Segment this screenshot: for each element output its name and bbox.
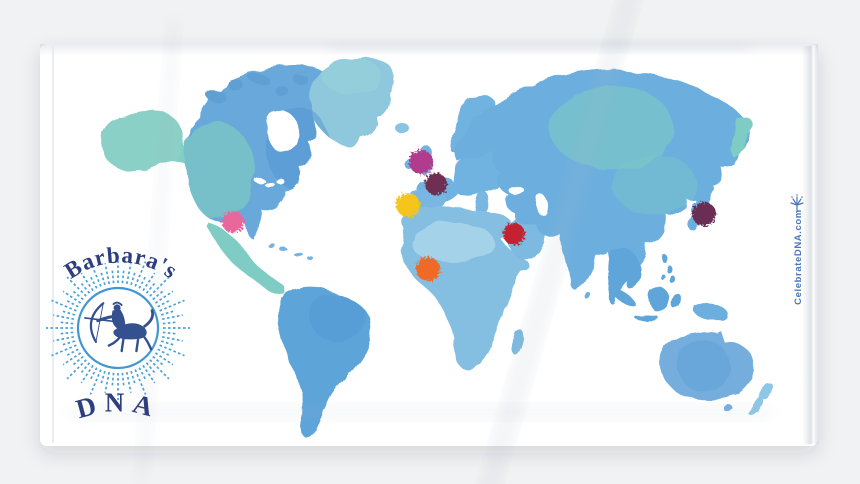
sunburst-ray xyxy=(99,370,106,386)
sunburst-rays xyxy=(46,256,190,400)
bow xyxy=(89,302,105,343)
sunburst-ray xyxy=(111,268,115,284)
sunburst-ray xyxy=(130,270,137,286)
sunburst-ray xyxy=(51,299,77,312)
sunburst-ray xyxy=(111,372,115,388)
sunburst-ray xyxy=(71,355,84,367)
map-inland-water xyxy=(256,110,546,214)
marker-arabia xyxy=(503,223,525,245)
sunburst-ray xyxy=(134,261,147,287)
sunburst-ray xyxy=(134,369,147,395)
sunburst-ray xyxy=(53,335,75,342)
sunburst-ray xyxy=(125,371,132,393)
sunburst-ray xyxy=(64,298,79,308)
sunburst-ray xyxy=(160,340,176,347)
sunburst-ray xyxy=(149,276,170,297)
sunburst-ray xyxy=(130,370,137,386)
sunburst-ray xyxy=(121,268,125,284)
sunburst-ray xyxy=(145,281,157,294)
front-leg-raised xyxy=(107,336,122,347)
rear-leg xyxy=(135,337,140,353)
sunburst-ray xyxy=(142,364,156,384)
sunburst-ray xyxy=(159,344,185,357)
map-arctic-islands xyxy=(207,74,328,102)
torso xyxy=(111,308,126,329)
sunburst-ray xyxy=(62,290,82,304)
map-caribbean xyxy=(268,244,313,260)
watermark: CelebrateDNA.com xyxy=(790,194,804,305)
sunburst-ray xyxy=(58,321,74,325)
sunburst-ray xyxy=(145,362,157,375)
sunburst-ray xyxy=(99,270,106,286)
sunburst-ray xyxy=(60,340,76,347)
sunburst-ray xyxy=(162,321,178,325)
map-indonesia xyxy=(612,287,728,321)
sunburst-ray xyxy=(162,331,178,335)
sunburst-ray xyxy=(80,272,94,292)
sunburst-ray xyxy=(157,298,172,308)
fabric-folds xyxy=(70,0,770,484)
horse-body xyxy=(113,323,147,340)
sunburst-ray xyxy=(138,274,148,289)
sunburst-ray xyxy=(89,369,102,395)
sunburst-ray xyxy=(62,352,82,366)
map-markers xyxy=(222,150,716,281)
sunburst-ray xyxy=(154,290,174,304)
sunburst-ray xyxy=(159,299,185,312)
sunburst-ray xyxy=(152,355,165,367)
map-sri-lanka xyxy=(585,292,591,300)
sunburst-ray xyxy=(89,261,102,287)
sunburst-ray xyxy=(53,314,75,321)
sunburst-ray xyxy=(104,263,111,285)
sunburst-ray xyxy=(51,344,77,357)
sunburst-ray xyxy=(125,263,132,285)
towel-right-hem xyxy=(802,46,818,444)
sunburst-ray xyxy=(80,364,94,384)
sunburst-ray xyxy=(161,335,183,342)
sunburst-ray xyxy=(152,289,165,301)
sunburst-ray xyxy=(79,281,91,294)
map-philippines xyxy=(659,254,676,284)
sunburst-ray xyxy=(121,372,125,388)
tail xyxy=(143,309,154,328)
marker-britain xyxy=(409,150,433,174)
sunburst-ray xyxy=(142,272,156,292)
map-iceland xyxy=(395,123,409,133)
sunburst-ray xyxy=(79,362,91,375)
centaur-archer-icon xyxy=(84,301,154,353)
sunburst-ray xyxy=(161,314,183,321)
sunburst-ray xyxy=(66,276,87,297)
marker-france xyxy=(425,173,447,195)
brand-logo xyxy=(46,256,190,400)
marker-north-america xyxy=(222,211,244,233)
sunburst-ray xyxy=(138,367,148,382)
sunburst-ray xyxy=(157,348,172,358)
sunburst-ray xyxy=(154,352,174,366)
watermark-text: CelebrateDNA.com xyxy=(793,209,804,305)
sunburst-ray xyxy=(104,371,111,393)
sunburst-ray xyxy=(60,309,76,316)
marker-west-africa xyxy=(416,257,440,281)
sunburst-ray xyxy=(71,289,84,301)
rear-leg-kick xyxy=(141,334,153,351)
sunburst-ray xyxy=(64,348,79,358)
sunburst-ray xyxy=(58,331,74,335)
sunburst-ray xyxy=(149,359,170,380)
sunburst-ray xyxy=(88,367,98,382)
front-leg xyxy=(120,337,125,353)
hair xyxy=(112,301,123,306)
marker-iberia xyxy=(396,193,420,217)
sunburst-ray xyxy=(160,309,176,316)
sunburst-ray xyxy=(66,359,87,380)
marker-japan xyxy=(692,202,716,226)
celebratedna-splash-icon xyxy=(790,194,804,211)
bowstring xyxy=(95,302,104,343)
sunburst-ray xyxy=(88,274,98,289)
